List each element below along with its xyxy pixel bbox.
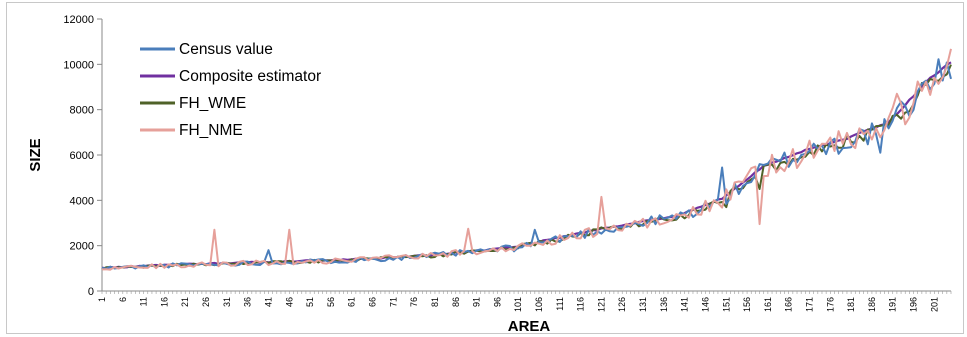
series-line-composite-estimator: [101, 61, 952, 270]
x-tick-label: 186: [867, 297, 877, 312]
x-tick-label: 111: [555, 297, 565, 311]
x-tick-label: 91: [472, 297, 482, 307]
x-tick-label: 96: [492, 297, 502, 307]
x-tick-label: 51: [305, 297, 315, 307]
x-tick-label: 21: [180, 297, 190, 307]
x-tick-label: 86: [451, 297, 461, 307]
x-tick-label: 151: [721, 297, 731, 312]
x-tick-label: 176: [825, 297, 835, 312]
x-tick-label: 56: [326, 297, 336, 307]
x-tick-label: 136: [659, 297, 669, 312]
x-tick-label: 196: [909, 297, 919, 312]
x-tick-label: 156: [742, 297, 752, 312]
y-tick-label: 4000: [70, 195, 94, 207]
x-tick-label: 121: [596, 297, 606, 312]
y-axis-title: SIZE: [27, 138, 44, 171]
x-tick-label: 81: [430, 297, 440, 307]
series-line-fh-nme: [101, 48, 952, 271]
y-tick-label: 2000: [70, 241, 94, 253]
x-tick-label: 146: [700, 297, 710, 312]
x-tick-label: 41: [263, 297, 273, 307]
x-tick-label: 191: [888, 297, 898, 312]
y-tick-label: 12000: [63, 14, 94, 26]
x-tick-label: 166: [784, 297, 794, 312]
x-tick-label: 101: [513, 297, 523, 312]
y-tick-label: 8000: [70, 105, 94, 117]
x-tick-label: 6: [118, 297, 128, 302]
legend-label: FH_WME: [179, 95, 246, 112]
y-tick-label: 0: [88, 286, 94, 298]
legend-label: Census value: [179, 41, 273, 58]
x-tick-label: 116: [576, 297, 586, 311]
x-tick-label: 46: [284, 297, 294, 307]
y-tick-label: 10000: [63, 59, 94, 71]
legend-label: Composite estimator: [179, 68, 321, 85]
x-tick-label: 61: [347, 297, 357, 307]
chart-frame: [6, 2, 964, 334]
series-line-census-value: [101, 58, 952, 270]
y-tick-label: 6000: [70, 150, 94, 162]
x-axis-title: AREA: [508, 318, 551, 335]
x-tick-label: 66: [368, 297, 378, 307]
x-tick-label: 106: [534, 297, 544, 312]
x-tick-label: 181: [846, 297, 856, 312]
x-tick-label: 141: [680, 297, 690, 312]
x-tick-label: 71: [388, 297, 398, 307]
x-tick-label: 26: [201, 297, 211, 307]
x-tick-label: 16: [159, 297, 169, 307]
x-tick-label: 1: [97, 297, 107, 302]
x-tick-label: 131: [638, 297, 648, 312]
x-tick-label: 36: [243, 297, 253, 307]
legend-label: FH_NME: [179, 122, 243, 139]
x-tick-label: 76: [409, 297, 419, 307]
x-tick-label: 201: [929, 297, 939, 312]
x-tick-label: 126: [617, 297, 627, 312]
x-tick-label: 171: [805, 297, 815, 312]
x-tick-label: 31: [222, 297, 232, 307]
x-tick-label: 161: [763, 297, 773, 312]
x-tick-label: 11: [139, 297, 149, 306]
